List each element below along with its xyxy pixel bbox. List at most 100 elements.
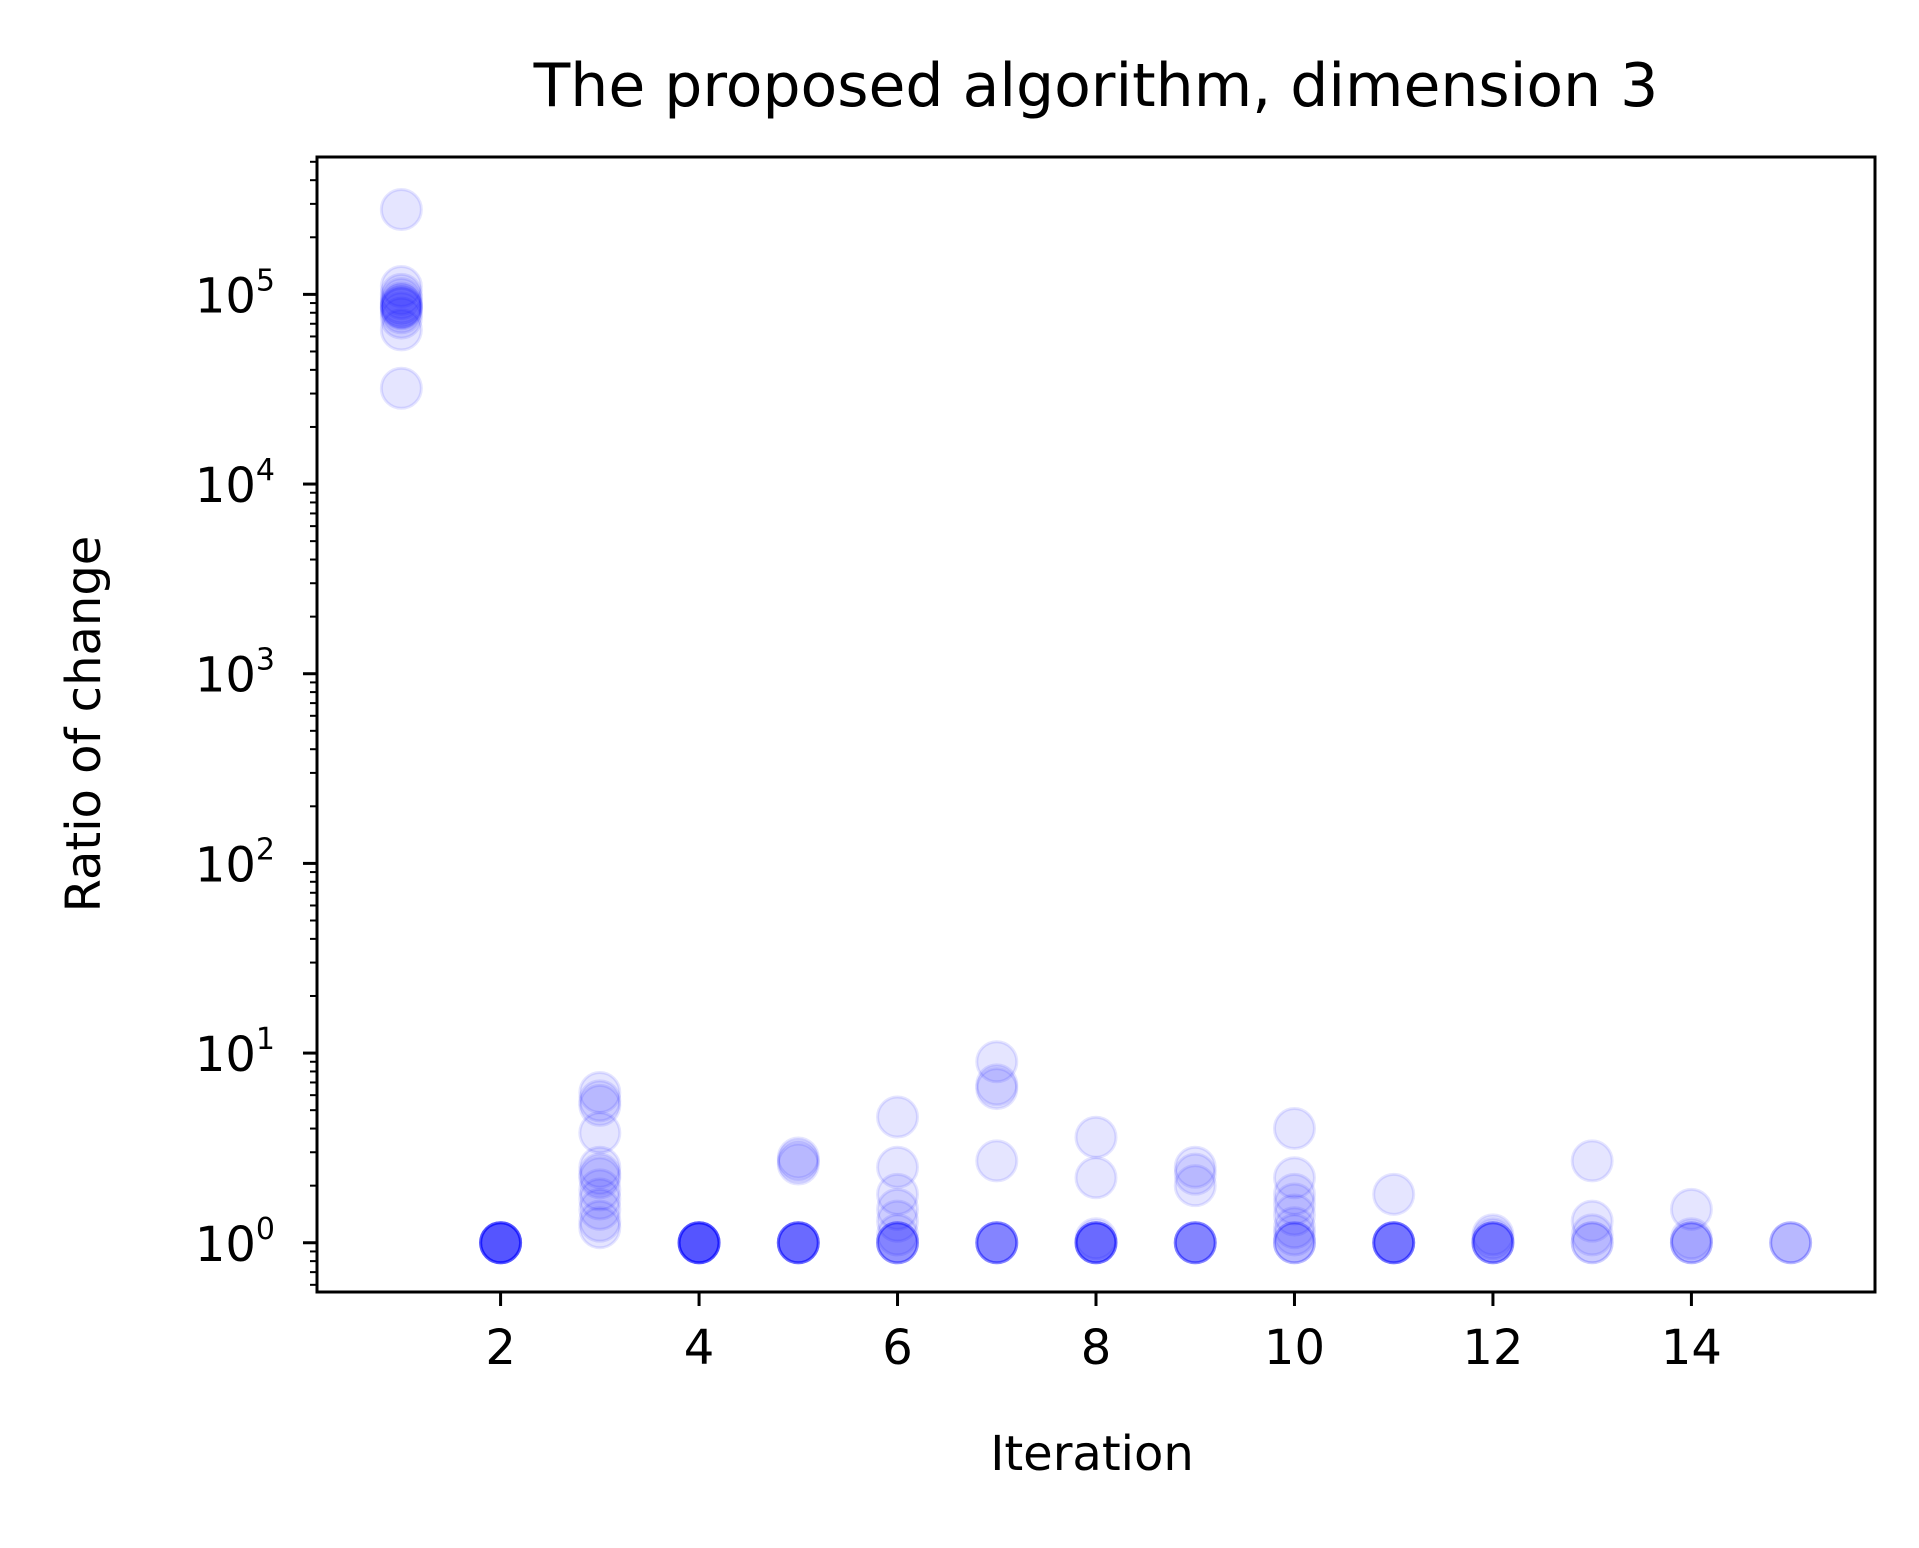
data-point (1074, 1221, 1118, 1265)
plot-frame (315, 155, 1877, 1294)
data-point (776, 1221, 820, 1265)
data-point (578, 1177, 622, 1221)
data-point (876, 1221, 920, 1265)
data-point (1769, 1221, 1813, 1265)
data-point (1074, 1115, 1118, 1159)
data-point (1372, 1221, 1416, 1265)
data-point (1173, 1145, 1217, 1189)
data-point (776, 1221, 820, 1265)
data-point (479, 1221, 523, 1265)
x-axis: 2 4 6 8 10 12 14 (485, 1292, 1722, 1376)
data-point (776, 1221, 820, 1265)
data-point (479, 1221, 523, 1265)
data-point (379, 285, 423, 329)
data-point (479, 1221, 523, 1265)
data-point (975, 1221, 1019, 1265)
data-point (876, 1172, 920, 1216)
data-point (1570, 1199, 1614, 1243)
data-point (379, 277, 423, 321)
data-point (1074, 1221, 1118, 1265)
data-point (1272, 1172, 1316, 1216)
data-point (1272, 1206, 1316, 1250)
data-point (1173, 1221, 1217, 1265)
data-point (975, 1221, 1019, 1265)
data-point (876, 1221, 920, 1265)
data-point (677, 1221, 721, 1265)
data-point (1272, 1221, 1316, 1265)
data-point (379, 281, 423, 325)
data-point (776, 1221, 820, 1265)
data-point (1272, 1221, 1316, 1265)
data-point (677, 1221, 721, 1265)
y-tick-label: 105 (195, 263, 275, 324)
data-point (1074, 1221, 1118, 1265)
y-tick-label: 100 (195, 1212, 275, 1273)
data-point (876, 1221, 920, 1265)
data-point (1372, 1221, 1416, 1265)
data-point (1074, 1221, 1118, 1265)
data-point (578, 1079, 622, 1123)
data-point (479, 1221, 523, 1265)
data-point (1769, 1221, 1813, 1265)
data-point (776, 1221, 820, 1265)
data-point (578, 1145, 622, 1189)
data-point (776, 1142, 820, 1186)
data-points (379, 188, 1813, 1265)
data-point (1471, 1213, 1515, 1257)
data-point (1173, 1221, 1217, 1265)
data-point (479, 1221, 523, 1265)
data-point (876, 1145, 920, 1189)
x-tick-label: 14 (1661, 1320, 1722, 1376)
data-point (1471, 1217, 1515, 1261)
data-point (1471, 1221, 1515, 1265)
data-point (876, 1199, 920, 1243)
data-point (1173, 1221, 1217, 1265)
data-point (677, 1221, 721, 1265)
data-point (1372, 1221, 1416, 1265)
y-tick-label: 102 (195, 832, 275, 893)
data-point (1372, 1221, 1416, 1265)
data-point (379, 286, 423, 330)
data-point (578, 1187, 622, 1231)
data-point (1471, 1221, 1515, 1265)
data-point (776, 1139, 820, 1183)
data-point (975, 1221, 1019, 1265)
data-point (975, 1221, 1019, 1265)
data-point (379, 188, 423, 232)
data-point (379, 308, 423, 352)
data-point (379, 272, 423, 316)
data-point (578, 1070, 622, 1114)
data-point (1272, 1182, 1316, 1226)
data-point (1372, 1221, 1416, 1265)
data-point (578, 1156, 622, 1200)
x-tick-label: 4 (684, 1320, 715, 1376)
data-point (578, 1206, 622, 1250)
data-point (677, 1221, 721, 1265)
data-point (1074, 1221, 1118, 1265)
data-point (1272, 1193, 1316, 1237)
data-point (776, 1136, 820, 1180)
data-point (1570, 1221, 1614, 1265)
data-point (975, 1067, 1019, 1111)
data-point (677, 1221, 721, 1265)
data-point (1570, 1221, 1614, 1265)
data-point (379, 287, 423, 331)
data-point (1471, 1221, 1515, 1265)
data-point (975, 1139, 1019, 1183)
x-tick-label: 8 (1081, 1320, 1112, 1376)
data-point (975, 1221, 1019, 1265)
data-point (677, 1221, 721, 1265)
data-point (1074, 1221, 1118, 1265)
data-point (975, 1221, 1019, 1265)
data-point (379, 283, 423, 327)
data-point (1570, 1213, 1614, 1257)
x-tick-label: 10 (1264, 1320, 1325, 1376)
y-tick-label: 101 (195, 1022, 275, 1083)
data-point (1669, 1217, 1713, 1261)
data-point (876, 1213, 920, 1257)
data-point (578, 1199, 622, 1243)
data-point (379, 296, 423, 340)
x-tick-label: 2 (485, 1320, 516, 1376)
data-point (1471, 1221, 1515, 1265)
data-point (479, 1221, 523, 1265)
